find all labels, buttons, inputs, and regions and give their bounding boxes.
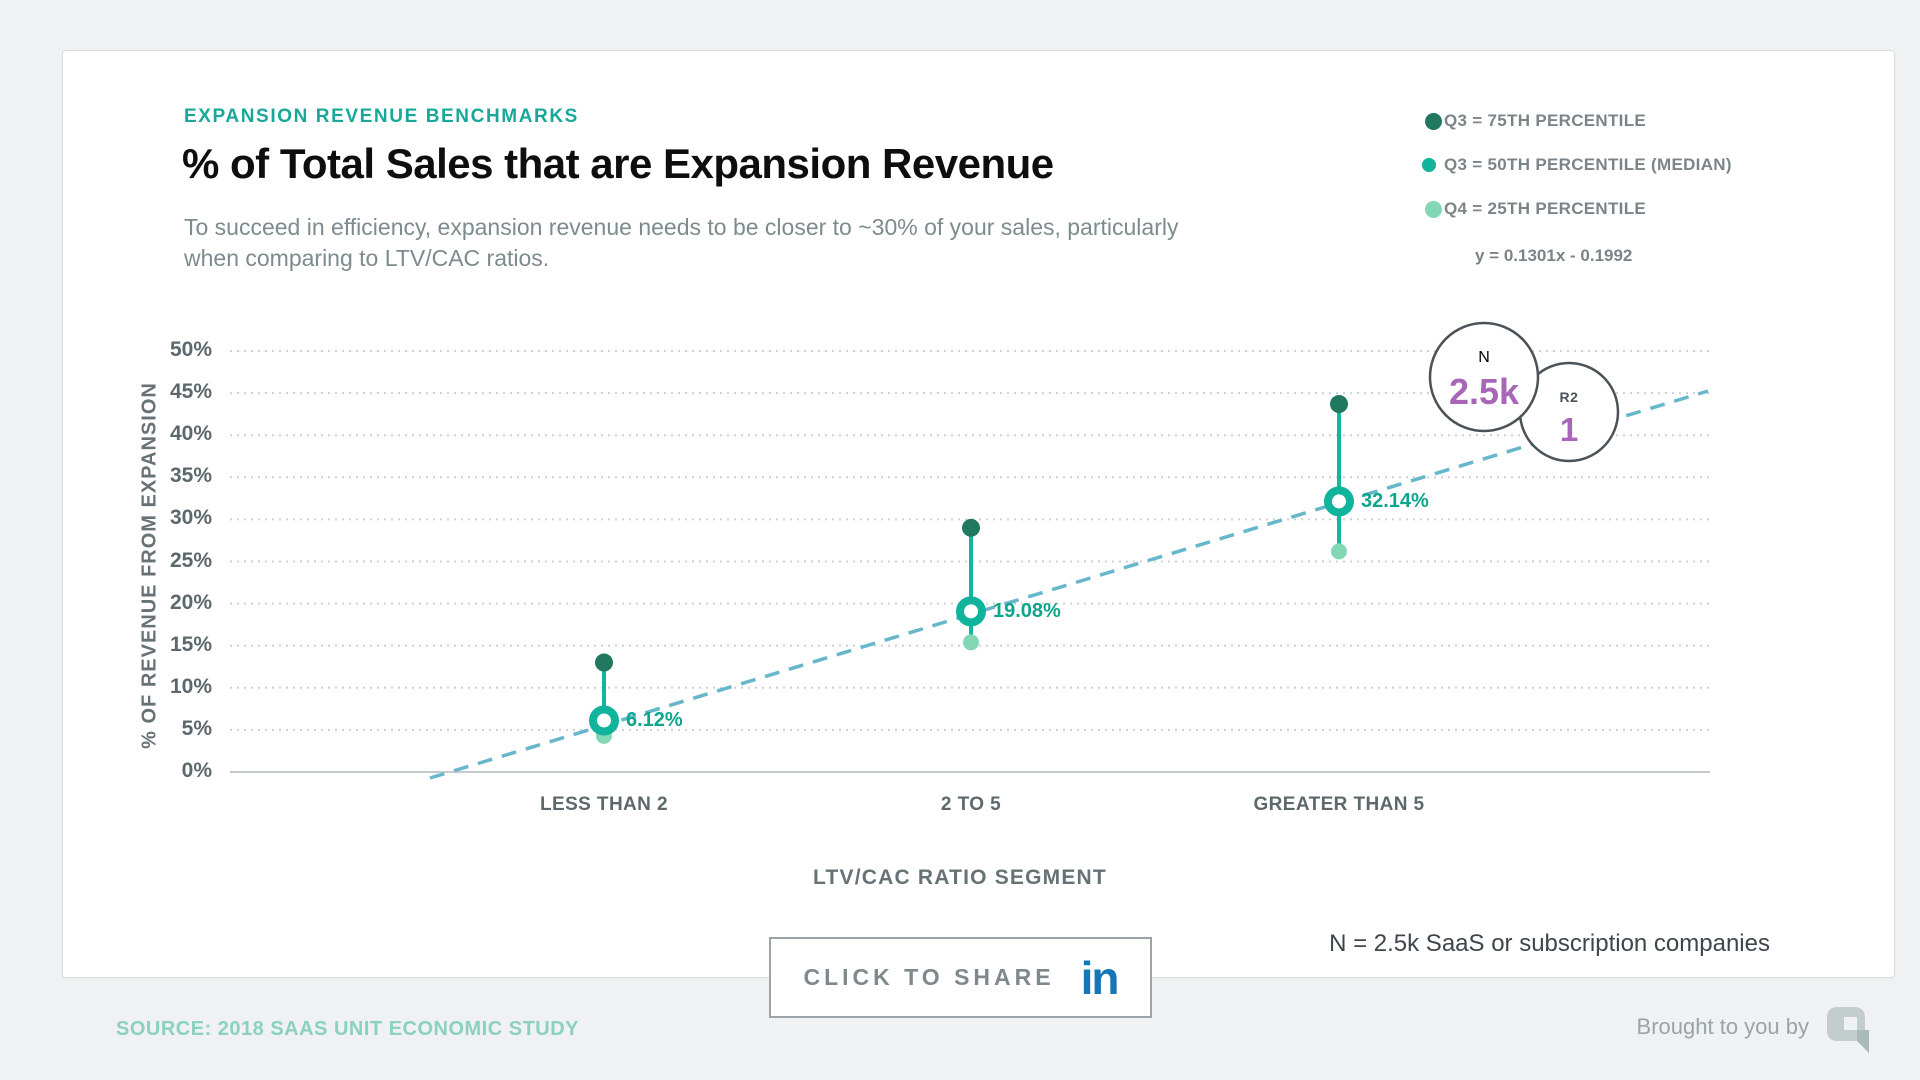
y-tick-label: 45%	[169, 380, 212, 404]
p75-dot-icon	[1425, 112, 1442, 130]
median-value-label: 19.08%	[993, 600, 1061, 623]
n-bubble-label: N	[1478, 349, 1490, 366]
y-tick-label: 30%	[169, 506, 212, 530]
attribution-text: Brought to you by	[1636, 1014, 1809, 1039]
x-axis-title: LTV/CAC RATIO SEGMENT	[813, 866, 1107, 889]
legend-label: Q3 = 75TH PERCENTILE	[1444, 111, 1647, 130]
trendline-equation: y = 0.1301x - 0.1992	[1475, 246, 1633, 265]
median-value-label: 32.14%	[1361, 490, 1429, 513]
y-tick-label: 35%	[169, 464, 212, 488]
page-title: % of Total Sales that are Expansion Reve…	[182, 140, 1054, 187]
sample-size-note: N = 2.5k SaaS or subscription companies	[1329, 930, 1770, 957]
chart-card	[62, 50, 1895, 978]
profitwell-logo-icon	[1827, 1007, 1869, 1053]
eyebrow-label: EXPANSION REVENUE BENCHMARKS	[184, 106, 579, 127]
r2-bubble-value: 1	[1559, 411, 1579, 448]
share-button[interactable]: CLICK TO SHARE in	[769, 937, 1152, 1018]
linkedin-icon[interactable]: in	[1080, 951, 1120, 1004]
y-tick-label: 20%	[169, 590, 212, 614]
median-ring-icon	[1422, 158, 1436, 172]
p25-dot-icon	[1425, 200, 1442, 218]
r2-bubble-label: R2	[1559, 389, 1579, 405]
share-button-label: CLICK TO SHARE	[803, 964, 1055, 990]
y-tick-label: 15%	[169, 632, 212, 656]
x-category-label: 2 TO 5	[940, 794, 1002, 815]
median-value-label: 6.12%	[626, 709, 683, 732]
y-tick-label: 40%	[169, 422, 212, 446]
legend-label: Q4 = 25TH PERCENTILE	[1444, 199, 1647, 218]
y-tick-label: 5%	[181, 716, 212, 740]
legend-item-75th: Q3 = 75TH PERCENTILE	[1420, 108, 1646, 134]
source-citation: SOURCE: 2018 SAAS UNIT ECONOMIC STUDY	[116, 1018, 580, 1040]
y-tick-label: 25%	[169, 548, 212, 572]
legend-item-25th: Q4 = 25TH PERCENTILE	[1420, 196, 1646, 222]
x-category-label: LESS THAN 2	[540, 794, 668, 815]
chart-subtitle: To succeed in efficiency, expansion reve…	[184, 214, 1179, 271]
n-bubble-value: 2.5k	[1448, 371, 1520, 412]
x-category-label: GREATER THAN 5	[1253, 794, 1425, 815]
legend-item-median: Q3 = 50TH PERCENTILE (MEDIAN)	[1420, 152, 1732, 178]
legend-label: Q3 = 50TH PERCENTILE (MEDIAN)	[1444, 155, 1732, 174]
y-tick-label: 50%	[169, 338, 212, 361]
y-tick-label: 0%	[181, 759, 212, 782]
y-tick-label: 10%	[169, 674, 212, 698]
